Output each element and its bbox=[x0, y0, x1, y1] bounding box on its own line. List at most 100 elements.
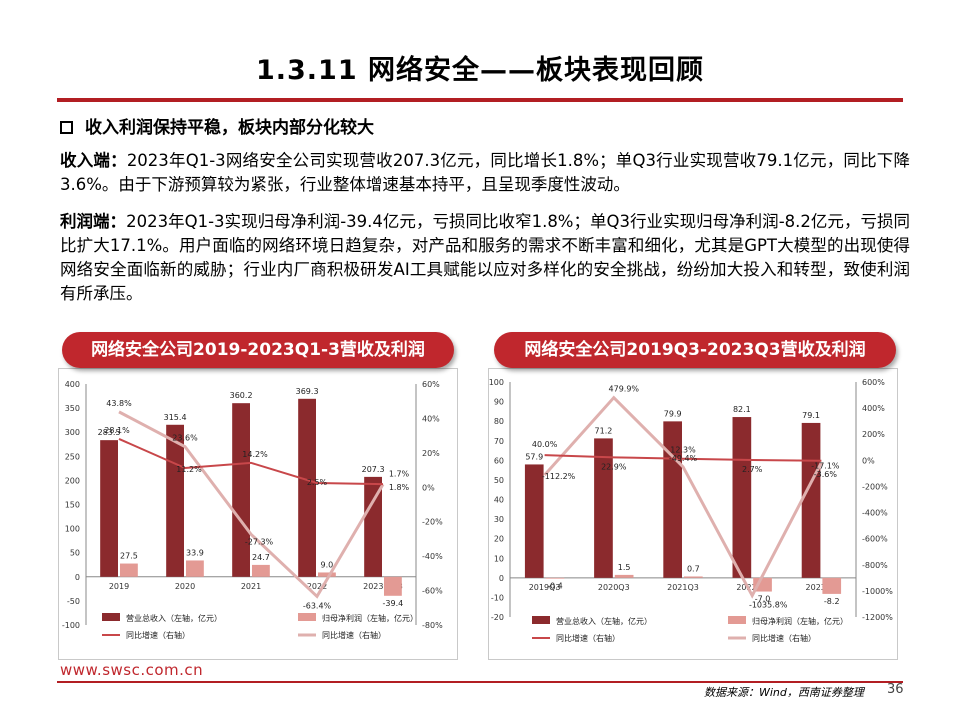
chart-1-revenue-growth-label: 11.2% bbox=[176, 465, 202, 474]
chart-1-profit-bar bbox=[252, 564, 270, 577]
chart-2-revenue-bar bbox=[732, 417, 752, 578]
chart-2-y2-tick-label: -1000% bbox=[862, 587, 893, 596]
chart-1-legend-revenue-swatch bbox=[102, 613, 120, 621]
chart-2-y2-tick-label: -200% bbox=[862, 482, 888, 491]
chart-1-revenue-bar bbox=[100, 440, 118, 577]
chart-2-revenue-growth-label: 12.3% bbox=[670, 446, 696, 455]
chart-2-y2-tick-label: -800% bbox=[862, 561, 888, 570]
page-title: 1.3.11 网络安全——板块表现回顾 bbox=[255, 55, 705, 86]
chart-1-x-tick-label: 2023Q1-3 bbox=[363, 582, 403, 591]
chart-1-y2-tick-label: -80% bbox=[422, 621, 443, 630]
chart-2-revenue-label: 79.9 bbox=[664, 409, 682, 418]
chart-2-x-tick-label: 2021Q3 bbox=[667, 583, 699, 592]
chart-1-profit-label: 27.5 bbox=[120, 552, 138, 561]
chart-1-y-tick-label: -100 bbox=[62, 621, 80, 630]
chart-1-revenue-bar bbox=[232, 403, 250, 577]
profit-paragraph: 利润端：2023年Q1-3实现归母净利润-39.4亿元，亏损同比收窄1.8%；单… bbox=[60, 210, 910, 306]
chart-2-legend-profit-text: 归母净利润（左轴，亿元） bbox=[752, 616, 848, 626]
revenue-text: 2023年Q1-3网络安全公司实现营收207.3亿元，同比增长1.8%；单Q3行… bbox=[60, 151, 911, 194]
chart-1-y-tick-label: 300 bbox=[65, 428, 80, 437]
chart-1-y2-tick-label: -20% bbox=[422, 518, 443, 527]
chart-2-profit-bar bbox=[684, 576, 703, 578]
chart-1-revenue-bar bbox=[364, 476, 382, 577]
chart-1-y2-tick-label: -60% bbox=[422, 587, 443, 596]
chart-1-revenue-bar bbox=[298, 398, 316, 577]
chart-1-revenue-label: 207.3 bbox=[362, 465, 385, 474]
chart-2-frame bbox=[488, 368, 898, 660]
chart-2-profit-bar bbox=[753, 577, 772, 592]
chart-1-y-tick-label: -50 bbox=[67, 597, 80, 606]
chart-1-profit-bar bbox=[120, 563, 138, 577]
chart-2-revenue-growth-label: 22.9% bbox=[601, 462, 627, 471]
chart-1-profit-growth-label: -63.4% bbox=[303, 601, 332, 610]
chart-1-y2-tick-label: 20% bbox=[422, 449, 440, 458]
chart-1-y-tick-label: 350 bbox=[65, 404, 80, 413]
chart-2-revenue-bar bbox=[801, 422, 821, 578]
chart-1-y-tick-label: 250 bbox=[65, 452, 80, 461]
chart-2-y2-tick-label: 0% bbox=[862, 456, 875, 465]
chart-2-y-tick-label: 70 bbox=[494, 437, 504, 446]
chart-2-profit-growth-label: -49.4% bbox=[669, 454, 698, 463]
chart-2-y-tick-label: 90 bbox=[494, 398, 504, 407]
chart-1-legend-profit-text: 归母净利润（左轴，亿元） bbox=[322, 613, 418, 623]
chart-1-profit-bar bbox=[384, 576, 402, 596]
chart-2-legend-revenue-text: 营业总收入（左轴，亿元） bbox=[556, 616, 652, 626]
chart-1-revenue-bar bbox=[166, 424, 184, 577]
chart-2-y-tick-label: 100 bbox=[489, 378, 504, 387]
chart-1-y-tick-label: 0 bbox=[75, 573, 80, 582]
chart-1-legend-profit-growth-text: 同比增速（右轴） bbox=[322, 630, 386, 640]
chart-2-legend-profit-swatch bbox=[728, 616, 746, 624]
chart-2-y-tick-label: 40 bbox=[494, 496, 504, 505]
chart-2-y-tick-label: 60 bbox=[494, 456, 504, 465]
chart-2-y2-tick-label: 200% bbox=[862, 430, 885, 439]
chart-1-y-tick-label: 150 bbox=[65, 501, 80, 510]
chart-2-profit-growth-label: 479.9% bbox=[609, 385, 640, 394]
square-bullet-icon bbox=[60, 121, 73, 134]
chart-1-title: 网络安全公司2019-2023Q1-3营收及利润 bbox=[62, 332, 454, 368]
chart-2-y-tick-label: 50 bbox=[494, 476, 504, 485]
chart-2-profit-growth-label: -112.2% bbox=[542, 472, 576, 481]
chart-1-x-tick-label: 2022 bbox=[307, 582, 327, 591]
chart-2-profit-label: -0.4 bbox=[547, 582, 563, 591]
revenue-lead: 收入端： bbox=[60, 151, 127, 170]
chart-2-y-tick-label: -10 bbox=[491, 593, 504, 602]
chart-2-x-tick-label: 2019Q3 bbox=[529, 583, 561, 592]
chart-1-y2-tick-label: 40% bbox=[422, 414, 440, 423]
chart-1-revenue-growth-label: 28.1% bbox=[104, 426, 130, 435]
chart-1-profit-bar bbox=[318, 572, 336, 577]
chart-2-revenue-label: 57.9 bbox=[525, 452, 543, 461]
chart-2-y-tick-label: 80 bbox=[494, 417, 504, 426]
chart-1-frame bbox=[58, 368, 458, 660]
chart-1-revenue-growth-label: 14.2% bbox=[242, 450, 268, 459]
footer-url[interactable]: www.swsc.com.cn bbox=[60, 661, 204, 679]
chart-2-y2-tick-label: 600% bbox=[862, 378, 885, 387]
chart-1-revenue-growth-line bbox=[118, 437, 384, 486]
chart-1-legend-revenue-growth-text: 同比增速（右轴） bbox=[126, 630, 190, 640]
chart-2-revenue-growth-line bbox=[544, 454, 822, 462]
chart-2-x-tick-label: 2020Q3 bbox=[598, 583, 630, 592]
chart-2-profit-growth-line bbox=[543, 395, 823, 599]
chart-2-y2-tick-label: -1200% bbox=[862, 613, 893, 622]
chart-2: 1009080706050403020100-10-20600%400%200%… bbox=[489, 378, 894, 643]
chart-1-profit-growth-label: 23.6% bbox=[172, 434, 198, 443]
title-rule bbox=[57, 98, 903, 102]
chart-1-profit-growth-line bbox=[118, 410, 385, 599]
chart-1-revenue-label: 315.4 bbox=[164, 413, 187, 422]
chart-2-legend-revenue-swatch bbox=[532, 616, 550, 624]
chart-1-y2-tick-label: -40% bbox=[422, 552, 443, 561]
chart-2-x-tick-label: 2023Q3 bbox=[806, 583, 838, 592]
chart-2-profit-label: 1.5 bbox=[618, 563, 631, 572]
source-note: 数据来源：Wind，西南证券整理 bbox=[704, 686, 864, 699]
chart-2-revenue-bar bbox=[524, 464, 544, 578]
chart-1-y-tick-label: 200 bbox=[65, 476, 80, 485]
chart-1-y-tick-label: 50 bbox=[70, 549, 80, 558]
chart-2-legend-profit-growth-text: 同比增速（右轴） bbox=[752, 633, 816, 643]
chart-2-y-tick-label: 0 bbox=[499, 574, 504, 583]
chart-2-y2-tick-label: 400% bbox=[862, 404, 885, 413]
chart-1: 400 350 300 250 200 150 100 50 0 -50 -100 60% 40% 20%… bbox=[62, 380, 443, 640]
chart-2-profit-bar bbox=[545, 577, 565, 579]
chart-2-revenue-growth-label: 40.0% bbox=[532, 440, 558, 449]
page-number: 36 bbox=[887, 682, 904, 697]
chart-2-revenue-label: 71.2 bbox=[595, 426, 613, 435]
chart-2-y-tick-label: 10 bbox=[494, 554, 504, 563]
